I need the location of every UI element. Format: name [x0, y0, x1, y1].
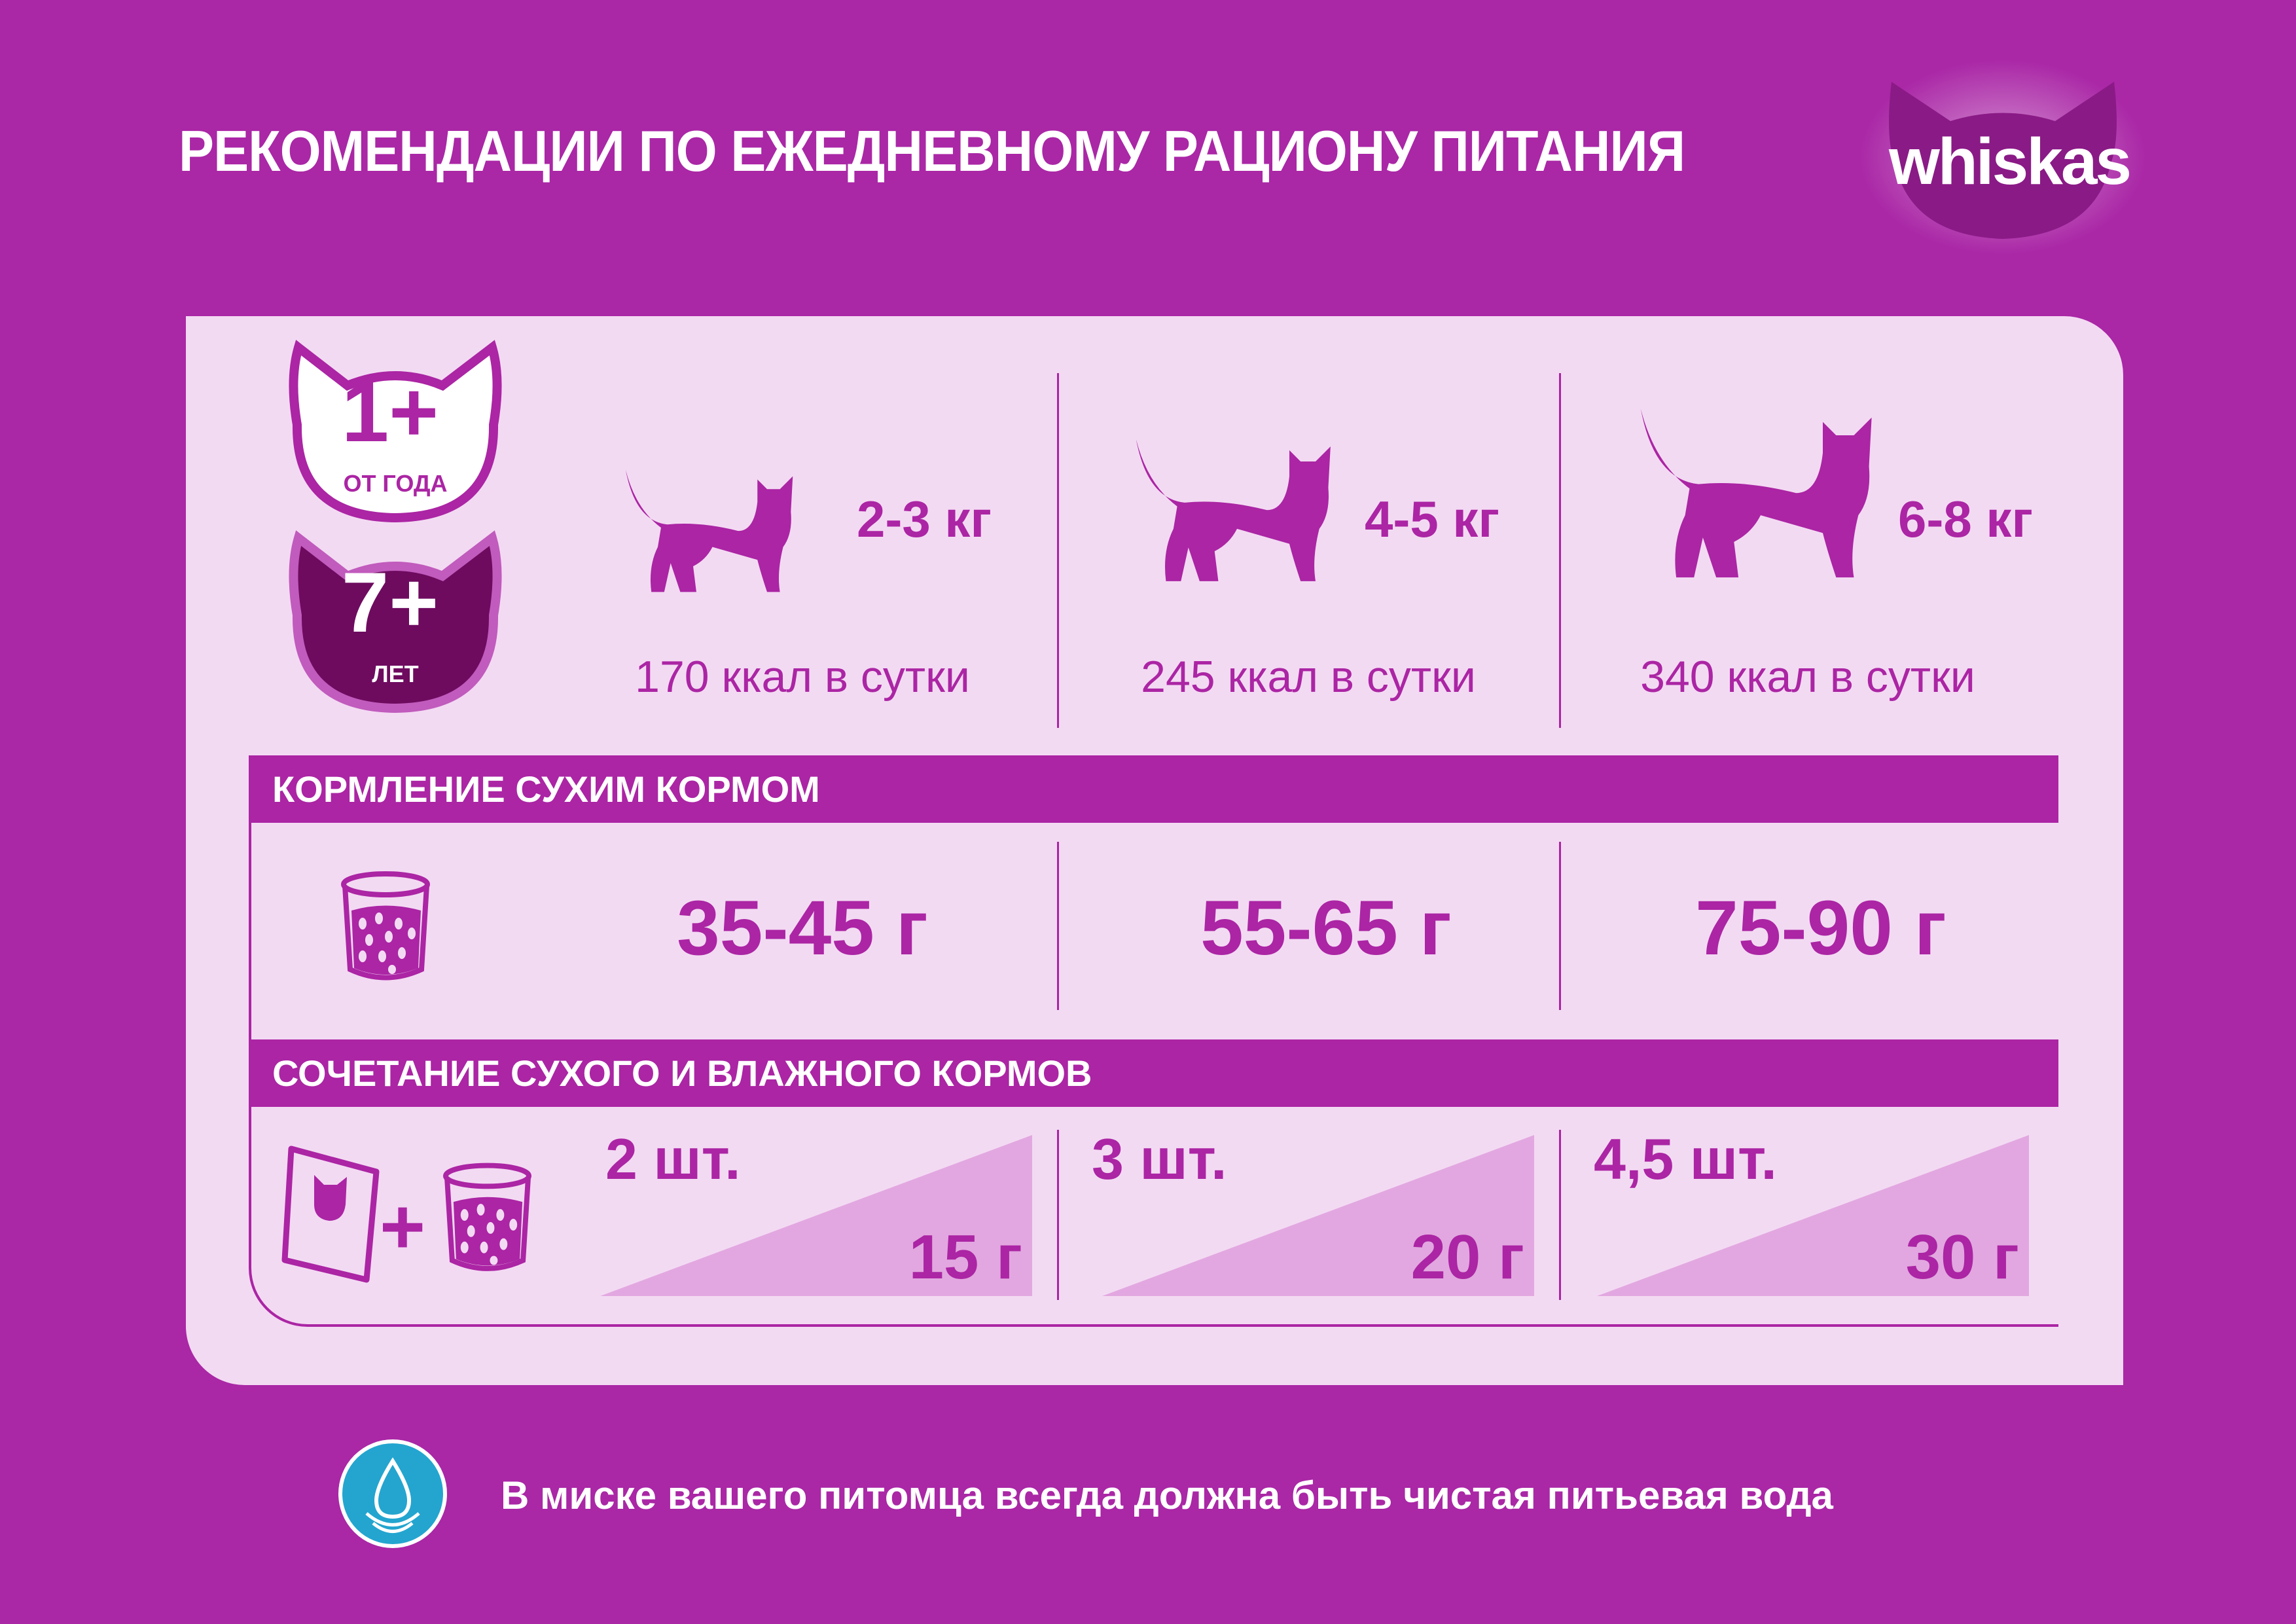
badge-label: ОТ ГОДА — [343, 470, 447, 497]
large-cat-icon — [1640, 408, 1872, 578]
dry-with-wet-amount: 15 г — [908, 1222, 1022, 1292]
small-cat-icon — [625, 469, 793, 592]
ratio-triangle — [1102, 1135, 1534, 1296]
medium-cat-icon — [1136, 439, 1331, 581]
section-header-dry: КОРМЛЕНИЕ СУХИМ КОРМОМ — [249, 755, 2058, 823]
dry-amount: 75-90 г — [1695, 885, 1946, 971]
column-divider — [1559, 1130, 1561, 1300]
dry-amount: 35-45 г — [677, 885, 928, 971]
age-badge-7-plus[interactable]: 7+ ЛЕТ — [285, 530, 505, 713]
section-header-mixed: СОЧЕТАНИЕ СУХОГО И ВЛАЖНОГО КОРМОВ — [249, 1039, 2058, 1107]
dry-amount: 55-65 г — [1200, 885, 1452, 971]
logo-wordmark: whiskas — [1888, 125, 2132, 198]
age-badge-1-plus[interactable]: 1+ ОТ ГОДА — [285, 340, 505, 523]
kcal-label: 170 ккал в сутки — [635, 652, 970, 702]
column-divider — [1057, 842, 1059, 1010]
pouch-count: 3 шт. — [1092, 1127, 1227, 1191]
pouch-count: 2 шт. — [605, 1127, 741, 1191]
water-drop-icon — [338, 1439, 447, 1548]
badge-number: 7+ — [342, 554, 439, 650]
wet-food-pouch-icon — [281, 1146, 380, 1283]
dry-with-wet-amount: 30 г — [1905, 1222, 2019, 1292]
kcal-label: 340 ккал в сутки — [1640, 652, 1975, 702]
badge-label: ЛЕТ — [372, 660, 418, 687]
pouch-count: 4,5 шт. — [1594, 1127, 1777, 1191]
weight-label: 4-5 кг — [1365, 490, 1499, 548]
badge-number: 1+ — [342, 364, 439, 460]
dry-food-cup-icon — [442, 1163, 532, 1271]
whiskas-logo — [1859, 59, 2147, 255]
dry-food-cup-icon — [341, 871, 430, 981]
weight-label: 2-3 кг — [857, 490, 992, 548]
weight-label: 6-8 кг — [1898, 490, 2033, 548]
kcal-label: 245 ккал в сутки — [1141, 652, 1476, 702]
column-divider — [1559, 842, 1561, 1010]
ratio-triangle — [1597, 1135, 2029, 1296]
plus-sign: + — [380, 1183, 426, 1271]
water-note: В миске вашего питомца всегда должна быт… — [501, 1473, 1833, 1517]
dry-with-wet-amount: 20 г — [1410, 1222, 1524, 1292]
column-divider — [1559, 373, 1561, 728]
column-divider — [1057, 1130, 1059, 1300]
column-divider — [1057, 373, 1059, 728]
page-title: РЕКОМЕНДАЦИИ ПО ЕЖЕДНЕВНОМУ РАЦИОНУ ПИТА… — [179, 118, 1685, 183]
ratio-triangle — [600, 1135, 1032, 1296]
